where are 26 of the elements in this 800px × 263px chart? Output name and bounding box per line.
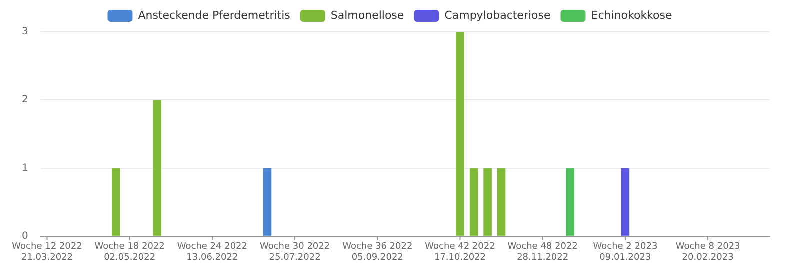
x-tick-label: Woche 24 2022 13.06.2022 — [177, 242, 248, 263]
bar — [263, 168, 272, 236]
bar — [484, 168, 492, 236]
legend-label: Campylobacteriose — [444, 8, 551, 22]
bar — [497, 168, 506, 236]
y-tick-label: 2 — [22, 94, 28, 106]
x-tick-label: Woche 12 2022 21.03.2022 — [12, 242, 82, 263]
bar — [153, 100, 162, 236]
legend-label: Salmonellose — [330, 8, 404, 22]
bar — [566, 168, 575, 236]
legend-label: Ansteckende Pferdemetritis — [138, 8, 291, 22]
y-tick-label: 3 — [22, 26, 28, 38]
x-tick-label: Woche 2 2023 09.01.2023 — [593, 242, 658, 263]
x-tick-label: Woche 48 2022 28.11.2022 — [508, 242, 578, 263]
x-tick-label: Woche 18 2022 02.05.2022 — [94, 242, 165, 263]
x-tick-label: Woche 8 2023 20.02.2023 — [676, 242, 740, 263]
y-tick-label: 1 — [22, 162, 28, 174]
x-tick-label: Woche 42 2022 17.10.2022 — [425, 242, 496, 263]
bar — [456, 32, 464, 236]
bar — [112, 168, 120, 236]
y-tick-label: 0 — [22, 230, 28, 242]
bar — [470, 168, 478, 236]
x-tick-label: Woche 36 2022 05.09.2022 — [342, 242, 413, 263]
x-tick-label: Woche 30 2022 25.07.2022 — [260, 242, 330, 263]
bar — [621, 168, 630, 236]
legend-label: Echinokokkose — [591, 8, 672, 22]
